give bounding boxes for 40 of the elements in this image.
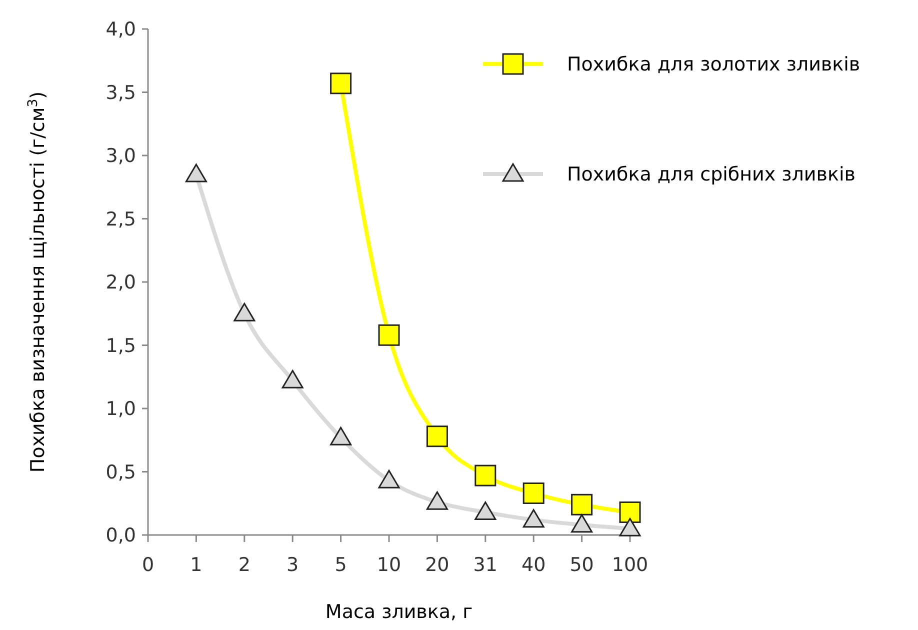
y-tick-label: 1,5 xyxy=(106,334,136,357)
x-tick-label: 20 xyxy=(425,554,450,576)
x-tick-label: 100 xyxy=(612,554,648,576)
point xyxy=(426,491,448,510)
x-tick-label: 2 xyxy=(238,554,250,576)
point xyxy=(378,324,400,346)
point xyxy=(474,464,496,486)
x-tick-label: 10 xyxy=(376,554,402,576)
y-tick-label: 0,5 xyxy=(106,461,136,484)
y-tick-label: 1,0 xyxy=(106,398,136,420)
legend-label: Похибка для срібних зливків xyxy=(567,164,856,186)
point xyxy=(330,72,352,94)
point xyxy=(185,164,207,182)
x-tick-label: 50 xyxy=(570,554,594,576)
y-tick-label: 0,0 xyxy=(106,524,136,547)
point xyxy=(474,501,496,520)
y-tick-label: 4,0 xyxy=(106,18,136,41)
point xyxy=(522,482,544,504)
point xyxy=(234,302,256,322)
x-tick-label: 0 xyxy=(142,554,154,576)
point xyxy=(619,518,641,536)
x-tick-label: 1 xyxy=(190,554,202,576)
legend-label: Похибка для золотих зливків xyxy=(567,54,860,76)
point xyxy=(619,501,641,523)
point xyxy=(426,426,448,448)
point xyxy=(571,494,593,516)
x-tick-label: 31 xyxy=(473,554,498,576)
point xyxy=(378,470,400,488)
x-tick-label: 40 xyxy=(522,554,546,576)
point xyxy=(330,426,352,446)
y-tick-label: 2,5 xyxy=(106,208,136,230)
y-tick-label: 3,5 xyxy=(106,82,136,104)
x-tick-label: 5 xyxy=(334,554,347,576)
y-tick-label: 2,0 xyxy=(106,272,136,294)
point xyxy=(522,509,544,528)
point xyxy=(571,514,593,533)
x-tick-label: 3 xyxy=(286,554,299,576)
x-axis-title: Маса зливка, г xyxy=(325,601,473,623)
point xyxy=(282,370,304,388)
y-tick-label: 3,0 xyxy=(106,145,136,168)
